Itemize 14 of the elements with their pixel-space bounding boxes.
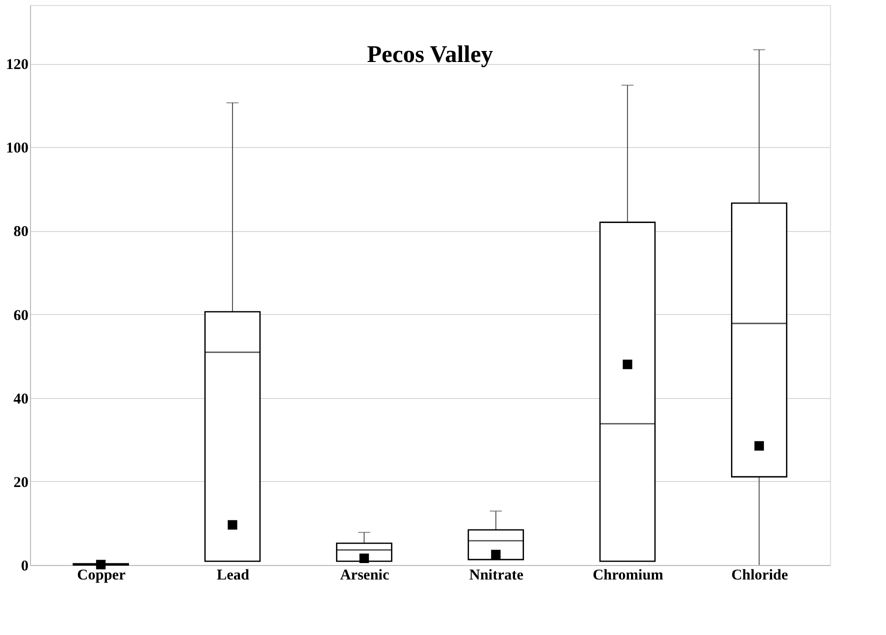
y-tick-label: 80	[14, 224, 28, 240]
y-tick-label: 40	[14, 391, 28, 408]
text: Pecos Valley	[367, 42, 493, 68]
y-tick-label: 60	[14, 308, 28, 324]
x-tick-label: Arsenic	[340, 568, 390, 584]
x-tick-label: Chromium	[592, 568, 664, 584]
y-tick-label: 100	[6, 140, 28, 157]
x-tick-label: Nnitrate	[469, 568, 524, 584]
y-tick-label: 120	[6, 57, 28, 74]
y-tick-label: 0	[21, 558, 28, 574]
x-tick-label: Lead	[216, 568, 250, 584]
y-tick-label: 20	[14, 474, 28, 491]
x-tick-label: Copper	[77, 568, 126, 584]
x-tick-label: Chloride	[731, 568, 788, 584]
